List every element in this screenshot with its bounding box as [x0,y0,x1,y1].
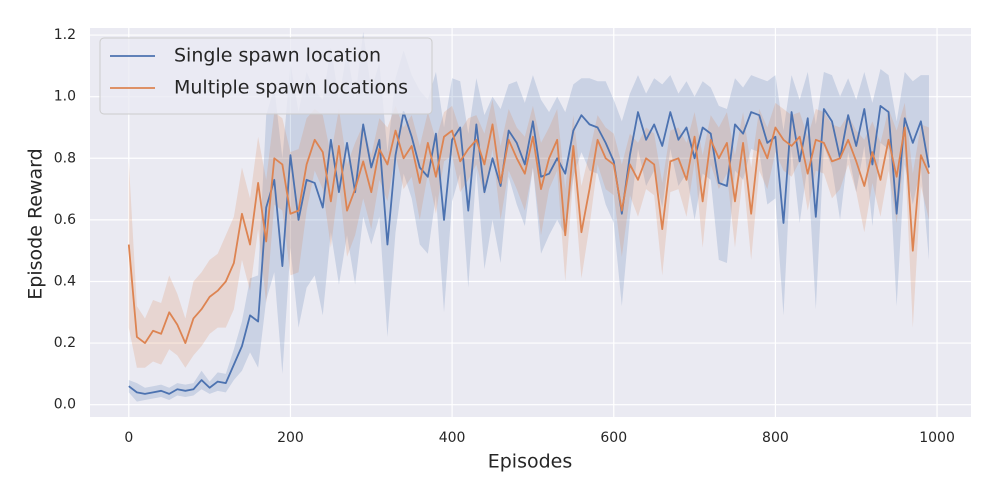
y-tick-label: 1.2 [54,27,76,43]
y-tick-label: 0.8 [54,150,76,166]
x-tick-label: 600 [600,430,627,446]
x-tick-label: 400 [439,430,466,446]
legend: Single spawn location Multiple spawn loca… [99,37,433,115]
legend-box [99,37,433,115]
y-tick-label: 0.4 [54,273,76,289]
ticks: 0.0 0.2 0.4 0.6 0.8 1.0 1.2 0 200 400 600 800 1000 [54,27,955,446]
y-tick-label: 1.0 [54,89,76,105]
confidence-band [128,32,929,402]
x-tick-label: 1000 [919,430,955,446]
x-tick-label: 800 [762,430,789,446]
y-tick-label: 0.0 [54,397,76,413]
series-line [127,123,930,344]
legend-label: Single spawn location [174,45,381,67]
x-axis-label: Episodes [488,451,573,473]
series-line [128,105,930,395]
legend-label: Multiple spawn locations [174,77,408,99]
y-tick-label: 0.6 [54,212,76,228]
y-tick-label: 0.2 [54,335,76,351]
x-tick-label: 0 [124,430,133,446]
y-axis-label: Episode Reward [25,148,47,299]
plot [127,32,930,402]
x-tick-label: 200 [277,430,304,446]
